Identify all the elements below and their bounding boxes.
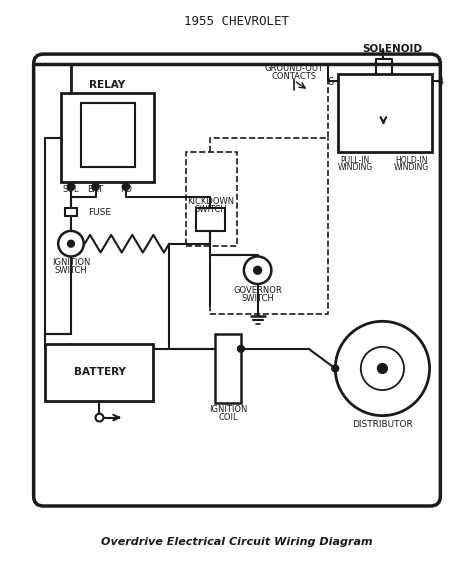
- Circle shape: [361, 347, 404, 390]
- Text: SWITCH: SWITCH: [55, 266, 87, 275]
- Circle shape: [377, 363, 387, 373]
- Circle shape: [92, 183, 99, 190]
- Text: CONTACTS: CONTACTS: [272, 72, 317, 81]
- Bar: [215, 334, 241, 403]
- Polygon shape: [212, 328, 244, 403]
- Text: HOLD-IN: HOLD-IN: [396, 156, 428, 164]
- Text: KICKDOWN: KICKDOWN: [187, 197, 234, 206]
- Text: GOVERNOR: GOVERNOR: [233, 286, 282, 295]
- Text: 4: 4: [438, 77, 443, 86]
- Circle shape: [332, 365, 339, 372]
- Text: SOLENOID: SOLENOID: [362, 44, 422, 54]
- Text: SWITCH: SWITCH: [241, 294, 274, 303]
- Text: BATTERY: BATTERY: [73, 367, 126, 377]
- Text: PULL-IN: PULL-IN: [340, 156, 370, 164]
- Text: GROUND-OUT: GROUND-OUT: [264, 64, 323, 73]
- FancyBboxPatch shape: [34, 54, 440, 506]
- Circle shape: [58, 231, 84, 257]
- Text: KD: KD: [120, 185, 132, 194]
- Bar: [186, 153, 237, 246]
- Text: DISTRIBUTOR: DISTRIBUTOR: [352, 420, 413, 429]
- Bar: [46, 344, 154, 401]
- Circle shape: [244, 257, 272, 284]
- Text: 6: 6: [327, 77, 333, 86]
- Circle shape: [335, 321, 429, 416]
- Text: Overdrive Electrical Circuit Wiring Diagram: Overdrive Electrical Circuit Wiring Diag…: [101, 537, 373, 547]
- Bar: [338, 74, 431, 153]
- Text: COIL: COIL: [219, 413, 238, 422]
- Circle shape: [67, 240, 74, 247]
- Bar: [61, 93, 155, 182]
- Text: IGNITION: IGNITION: [209, 405, 247, 414]
- Text: WINDING: WINDING: [394, 163, 429, 172]
- Text: FUSE: FUSE: [88, 208, 110, 217]
- Text: IGNITION: IGNITION: [52, 258, 90, 267]
- Circle shape: [123, 183, 129, 190]
- Text: 1955 CHEVROLET: 1955 CHEVROLET: [184, 15, 290, 28]
- Text: WINDING: WINDING: [337, 163, 373, 172]
- Bar: [65, 208, 77, 216]
- Circle shape: [67, 183, 74, 190]
- Bar: [81, 103, 135, 167]
- Circle shape: [254, 266, 262, 274]
- Circle shape: [96, 414, 103, 421]
- Text: RELAY: RELAY: [89, 80, 126, 89]
- Bar: [196, 208, 225, 231]
- Circle shape: [237, 345, 245, 352]
- Text: SWITCH: SWITCH: [194, 205, 227, 214]
- Text: BAT: BAT: [88, 185, 103, 194]
- Text: SOL: SOL: [63, 185, 79, 194]
